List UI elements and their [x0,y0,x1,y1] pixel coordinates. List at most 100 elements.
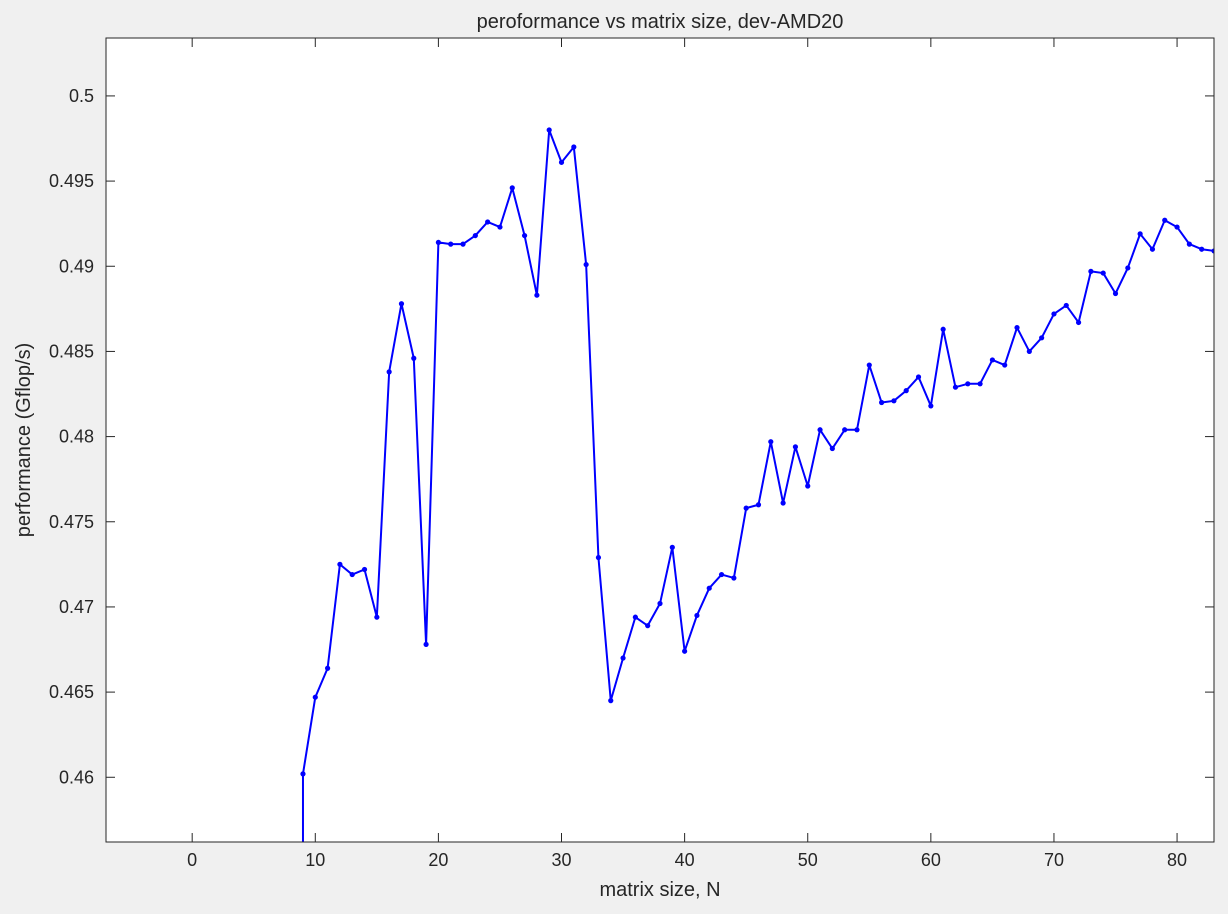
data-point [780,500,786,506]
data-point [386,369,392,375]
data-point [768,439,774,445]
y-axis-label: performance (Gflop/s) [13,343,35,538]
data-point [940,326,946,332]
data-point [743,505,749,511]
data-point [854,427,860,433]
data-point [558,159,565,165]
axes-box [105,37,1215,843]
data-point [1211,248,1214,254]
data-point [645,623,651,629]
y-tick-label: 0.47 [59,597,94,617]
y-tick-label: 0.475 [49,512,94,532]
data-point [1002,362,1008,368]
data-point [694,612,700,619]
data-point [1100,270,1106,276]
data-point [1075,319,1082,326]
data-point [620,655,626,661]
series-clip-group [300,127,1214,842]
x-tick-label: 40 [675,850,695,870]
x-tick-label: 20 [428,850,448,870]
series-line-group [300,127,1214,842]
data-point [1125,265,1131,271]
data-point [300,771,306,777]
y-tick-label: 0.46 [59,767,94,787]
data-point [1186,241,1192,247]
data-point [1199,246,1205,252]
data-point [1026,348,1032,355]
chart-title: peroformance vs matrix size, dev-AMD20 [477,11,844,33]
data-point [1174,224,1180,230]
data-point [361,566,368,573]
data-point [1014,324,1020,331]
data-point [952,384,959,390]
data-point [312,694,318,700]
data-point [460,241,466,247]
data-point [1039,335,1045,341]
data-point [497,224,503,230]
data-point [521,232,528,239]
data-point [472,232,478,239]
data-point [583,261,589,268]
data-point [571,144,577,150]
data-point [682,648,688,654]
x-tick-label: 50 [798,850,818,870]
data-point [915,374,922,380]
data-point [928,403,934,409]
data-point [411,355,417,361]
plot-area [106,38,1214,842]
data-point [817,427,823,433]
data-point [965,381,971,387]
data-point [792,444,799,450]
data-point [1149,246,1156,252]
data-point [805,483,811,489]
x-tick-label: 80 [1167,850,1187,870]
x-tick-label: 60 [921,850,941,870]
data-point [398,301,405,307]
data-point [1112,290,1119,297]
data-point [349,571,355,578]
data-point [1051,311,1057,317]
data-point [632,614,638,620]
data-point [718,571,725,578]
x-tick-label: 10 [305,850,325,870]
data-point [509,185,515,191]
x-tick-label: 70 [1044,850,1064,870]
y-tick-label: 0.5 [69,86,94,106]
y-tick-label: 0.48 [59,427,94,447]
data-point [546,127,552,133]
data-point [1063,302,1069,309]
data-point [977,381,983,387]
data-point [595,554,602,561]
data-point [1162,217,1168,223]
y-tick-label: 0.495 [49,171,94,191]
data-point [325,665,331,671]
data-point [879,399,885,406]
data-point [866,362,872,368]
data-point [435,239,441,246]
y-axis-ticks: 0.46 0.465 0.47 0.475 0.48 0.485 0.49 0.495 0.5 [49,86,1214,787]
y-tick-label: 0.465 [49,682,94,702]
data-point [448,241,454,247]
data-point [337,561,343,567]
data-point [608,698,614,704]
x-tick-label: 0 [187,850,197,870]
x-axis-label: matrix size, N [599,879,720,901]
data-point [485,219,491,225]
data-point [1088,268,1094,274]
y-tick-label: 0.49 [59,256,94,276]
data-point [755,502,762,508]
data-point [1137,231,1143,237]
data-point [891,398,897,404]
data-point [903,388,909,394]
x-axis-ticks: 0 10 20 30 40 50 60 70 80 [187,38,1187,870]
data-point [423,641,429,648]
data-point [706,585,712,591]
data-point [989,357,996,363]
data-point [657,600,663,607]
data-point [374,614,380,620]
data-point [534,292,540,298]
data-point [842,427,848,433]
data-point [731,575,737,581]
data-point [829,445,835,452]
